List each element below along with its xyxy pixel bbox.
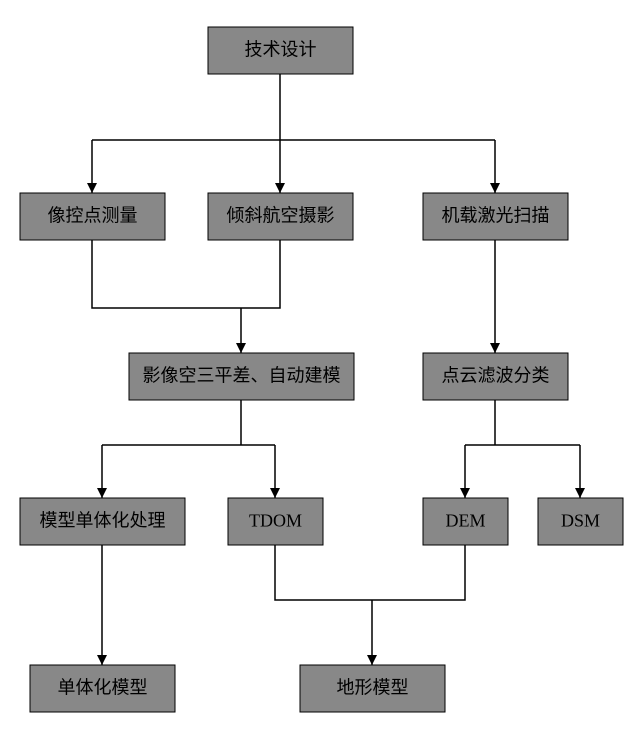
node-aero_tri: 影像空三平差、自动建模 bbox=[129, 353, 354, 400]
arrowhead bbox=[87, 183, 97, 193]
node-label: 地形模型 bbox=[337, 678, 409, 698]
arrowhead bbox=[275, 183, 285, 193]
arrowhead bbox=[270, 488, 280, 498]
arrowhead bbox=[490, 183, 500, 193]
node-label: 技术设计 bbox=[245, 40, 317, 60]
node-dem: DEM bbox=[423, 498, 508, 545]
node-pt_filter: 点云滤波分类 bbox=[423, 353, 568, 400]
edge-e7 bbox=[275, 545, 465, 665]
edge-e1 bbox=[92, 74, 495, 193]
node-label: 像控点测量 bbox=[48, 206, 138, 226]
edge-e5 bbox=[465, 400, 580, 498]
node-label: 影像空三平差、自动建模 bbox=[143, 366, 341, 386]
node-label: DSM bbox=[561, 511, 600, 531]
arrowhead bbox=[575, 488, 585, 498]
edge-e2 bbox=[92, 240, 280, 353]
arrowhead bbox=[97, 488, 107, 498]
arrowhead bbox=[460, 488, 470, 498]
node-tdom: TDOM bbox=[228, 498, 323, 545]
flowchart-diagram: 技术设计像控点测量 倾斜航空摄影 机载激光扫描影像空三平差、自动建模 点云滤波分类模型… bbox=[0, 0, 640, 731]
edge-e4 bbox=[102, 400, 275, 498]
node-dsm: DSM bbox=[538, 498, 623, 545]
node-label: 模型单体化处理 bbox=[40, 511, 166, 531]
arrowhead bbox=[97, 655, 107, 665]
node-oblique: 倾斜航空摄影 bbox=[208, 193, 353, 240]
node-label: DEM bbox=[446, 511, 486, 531]
node-label: TDOM bbox=[249, 511, 302, 531]
arrowhead bbox=[490, 343, 500, 353]
node-label: 点云滤波分类 bbox=[442, 366, 550, 386]
node-label: 机载激光扫描 bbox=[442, 206, 550, 226]
node-label: 倾斜航空摄影 bbox=[227, 206, 335, 226]
node-model_ind: 模型单体化处理 bbox=[20, 498, 185, 545]
arrowhead bbox=[367, 655, 377, 665]
node-terrain: 地形模型 bbox=[300, 665, 445, 712]
node-ind_model: 单体化模型 bbox=[30, 665, 175, 712]
node-tech_design: 技术设计 bbox=[208, 27, 353, 74]
node-lidar: 机载激光扫描 bbox=[423, 193, 568, 240]
arrowhead bbox=[236, 343, 246, 353]
node-ctrl_pt: 像控点测量 bbox=[20, 193, 165, 240]
node-label: 单体化模型 bbox=[58, 678, 148, 698]
